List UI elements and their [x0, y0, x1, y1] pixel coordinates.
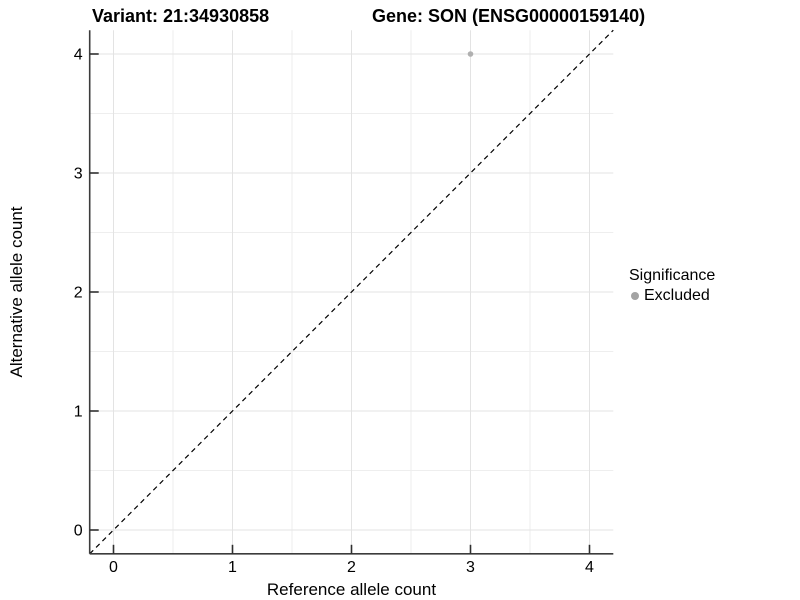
identity-line [89, 29, 614, 555]
plot-title-gene: Gene: SON (ENSG00000159140) [372, 6, 646, 26]
x-tick-label: 4 [585, 559, 594, 576]
y-tick-label: 1 [74, 404, 83, 421]
x-tick-label: 0 [109, 559, 118, 576]
x-axis-title: Reference allele count [267, 580, 436, 599]
plot-title-variant: Variant: 21:34930858 [92, 6, 270, 26]
data-points [467, 51, 474, 57]
y-axis-title: Alternative allele count [7, 206, 26, 377]
identity-dashed-line [89, 29, 614, 555]
axis-tick-marks [89, 53, 591, 554]
legend: Significance Excluded [629, 266, 715, 306]
legend-item-label: Excluded [644, 287, 710, 304]
x-tick-label: 3 [466, 559, 475, 576]
legend-title: Significance [629, 267, 716, 284]
legend-item-excluded: Excluded [629, 286, 715, 306]
axis-tick-labels: 0 1 2 3 4 0 1 2 3 4 [74, 47, 594, 576]
y-tick-label: 3 [74, 166, 83, 183]
y-tick-label: 0 [74, 523, 83, 540]
legend-point-icon [631, 292, 639, 300]
x-tick-label: 1 [228, 559, 237, 576]
y-tick-label: 2 [74, 285, 83, 302]
scatter-point [467, 51, 474, 57]
y-tick-label: 4 [74, 47, 83, 64]
x-tick-label: 2 [347, 559, 356, 576]
